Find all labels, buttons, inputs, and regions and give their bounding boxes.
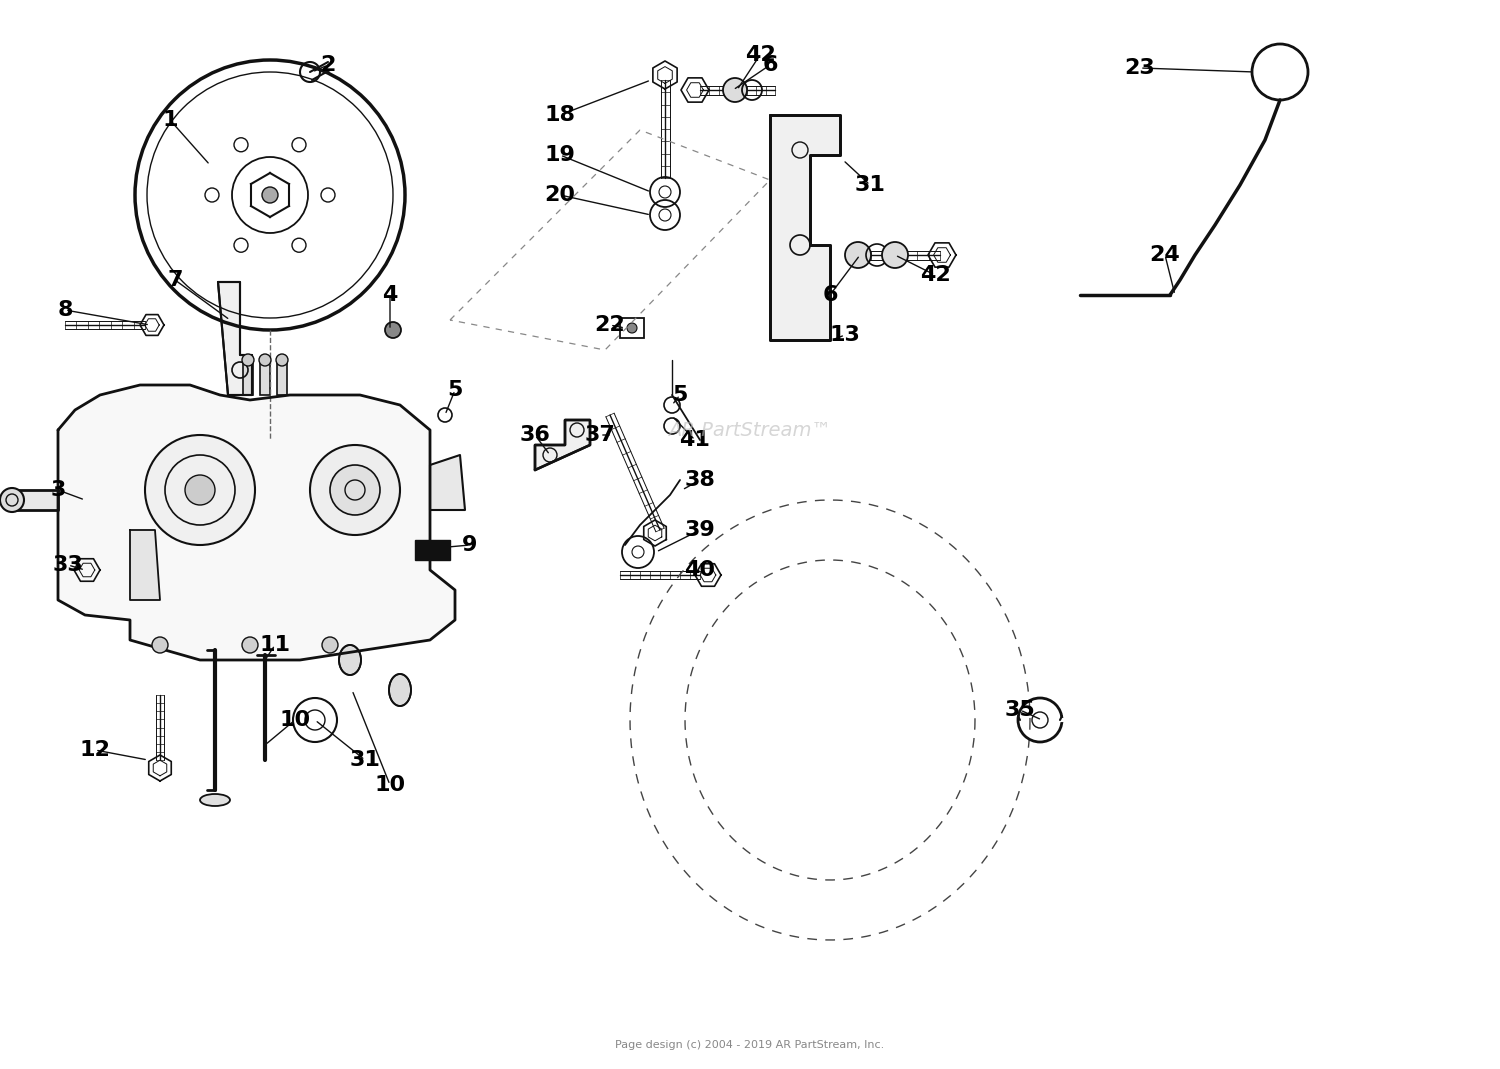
Text: 23: 23	[1125, 58, 1155, 78]
Text: 24: 24	[1149, 245, 1180, 265]
Text: 9: 9	[462, 534, 477, 555]
Text: 7: 7	[168, 270, 183, 290]
Circle shape	[310, 445, 401, 534]
Text: 13: 13	[830, 325, 861, 345]
Circle shape	[330, 465, 380, 515]
Bar	[260, 360, 270, 396]
Circle shape	[723, 78, 747, 102]
Circle shape	[146, 435, 255, 545]
Text: 22: 22	[594, 315, 626, 335]
Circle shape	[260, 354, 272, 366]
Text: AR PartStream™: AR PartStream™	[669, 420, 831, 439]
Circle shape	[322, 637, 338, 653]
Text: 5: 5	[672, 385, 687, 405]
Polygon shape	[10, 490, 58, 510]
Circle shape	[152, 637, 168, 653]
Circle shape	[1252, 44, 1308, 100]
Bar	[243, 360, 254, 396]
Text: 40: 40	[684, 560, 716, 580]
Bar	[416, 540, 450, 560]
Text: 10: 10	[279, 710, 310, 730]
Text: 31: 31	[855, 175, 885, 195]
Circle shape	[262, 187, 278, 203]
Text: 37: 37	[585, 425, 615, 445]
Circle shape	[0, 489, 24, 512]
Text: 8: 8	[57, 300, 72, 320]
Text: 5: 5	[447, 379, 462, 400]
Text: 6: 6	[822, 285, 837, 305]
Circle shape	[242, 354, 254, 366]
Text: 19: 19	[544, 145, 576, 165]
Text: 10: 10	[375, 775, 405, 795]
Circle shape	[184, 475, 214, 505]
Text: 38: 38	[684, 470, 716, 490]
Ellipse shape	[200, 794, 230, 806]
Text: 42: 42	[744, 45, 776, 65]
Text: 35: 35	[1005, 700, 1035, 721]
Polygon shape	[130, 530, 160, 600]
Text: 1: 1	[162, 110, 177, 130]
Text: 12: 12	[80, 740, 111, 760]
Circle shape	[386, 322, 400, 338]
Text: 36: 36	[519, 425, 550, 445]
Text: 42: 42	[920, 265, 951, 285]
Circle shape	[844, 242, 871, 268]
Text: 6: 6	[762, 55, 777, 75]
Circle shape	[627, 323, 638, 334]
Polygon shape	[217, 282, 252, 396]
Text: 3: 3	[51, 480, 66, 500]
Ellipse shape	[388, 673, 411, 706]
Text: 41: 41	[680, 430, 711, 450]
Text: 31: 31	[350, 750, 381, 770]
Circle shape	[276, 354, 288, 366]
Circle shape	[882, 242, 908, 268]
Polygon shape	[536, 420, 590, 470]
Bar	[278, 360, 286, 396]
Text: 2: 2	[321, 55, 336, 75]
Text: 39: 39	[684, 520, 716, 540]
Text: 4: 4	[382, 285, 398, 305]
Text: Page design (c) 2004 - 2019 AR PartStream, Inc.: Page design (c) 2004 - 2019 AR PartStrea…	[615, 1040, 885, 1050]
Text: 20: 20	[544, 185, 576, 205]
Polygon shape	[770, 115, 840, 340]
Text: 11: 11	[260, 635, 291, 655]
Polygon shape	[430, 455, 465, 510]
Circle shape	[242, 637, 258, 653]
Polygon shape	[58, 385, 454, 660]
Text: 18: 18	[544, 105, 576, 125]
Ellipse shape	[339, 645, 362, 675]
Text: 33: 33	[53, 555, 84, 575]
Bar	[620, 317, 644, 338]
